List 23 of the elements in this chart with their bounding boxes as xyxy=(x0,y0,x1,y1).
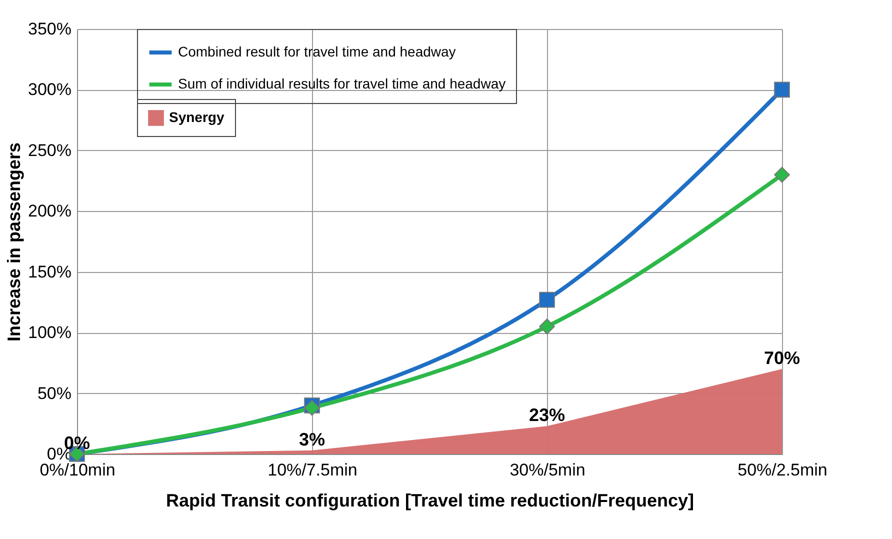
legend-label: Combined result for travel time and headway xyxy=(178,44,456,60)
y-axis-title: Increase in passengers xyxy=(4,142,24,342)
x-tick-label: 0%/10min xyxy=(40,460,116,480)
y-tick-label: 50% xyxy=(37,384,72,403)
legend-label: Synergy xyxy=(169,109,224,125)
point xyxy=(774,166,790,183)
y-tick-label: 350% xyxy=(28,20,72,38)
y-tick-label: 250% xyxy=(28,140,72,160)
x-tick-label: 30%/5min xyxy=(510,460,586,480)
point xyxy=(539,292,555,308)
data-label: 23% xyxy=(528,405,566,426)
x-tick-label: 10%/7.5min xyxy=(268,460,358,480)
y-tick-label: 150% xyxy=(28,262,72,282)
point xyxy=(539,318,555,334)
y-tick-label: 200% xyxy=(28,202,72,221)
point xyxy=(774,82,790,98)
y-tick-label: 300% xyxy=(28,80,72,100)
x-tick-label: 50%/2.5min xyxy=(738,460,828,480)
x-axis-title: Rapid Transit configuration [Travel time reduction/Frequency] xyxy=(166,490,694,510)
data-label: 3% xyxy=(298,429,326,450)
y-tick-label: 100% xyxy=(28,323,72,342)
data-label: 70% xyxy=(764,348,800,368)
legend-label: Sum of individual results for travel time and headway xyxy=(178,76,506,92)
